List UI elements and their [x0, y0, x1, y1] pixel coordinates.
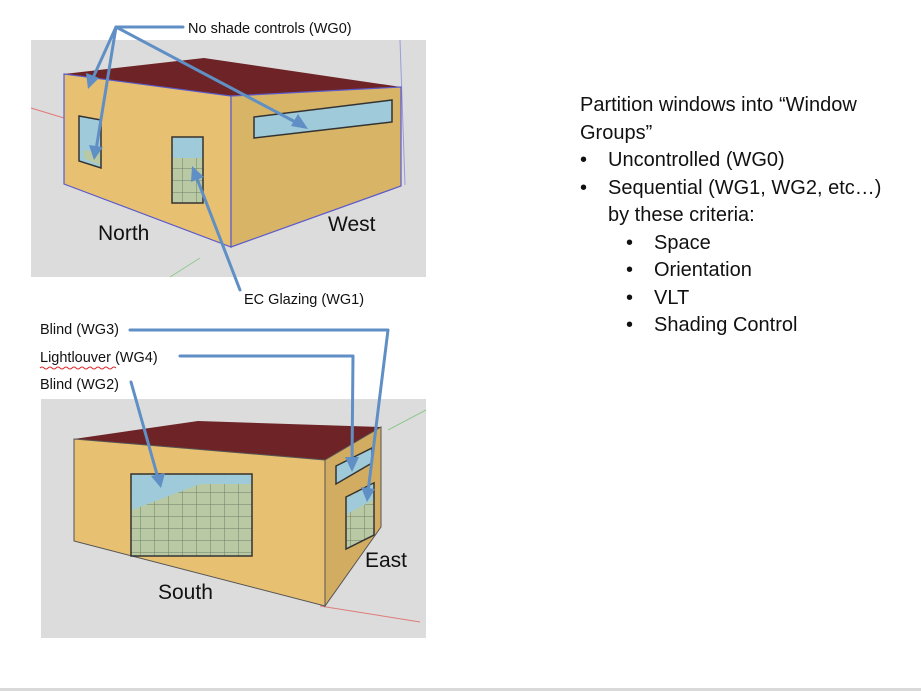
list-item-criteria-intro: by these criteria:	[608, 204, 755, 226]
bottom-building-view: South East	[41, 399, 427, 638]
west-clerestory-window	[253, 99, 393, 139]
north-window-center-glass	[173, 138, 202, 158]
axis-green-bottom	[387, 409, 427, 431]
criteria-item-vlt: VLT	[580, 285, 910, 313]
axis-green	[169, 257, 201, 278]
panel-title: Partition windows into “Window Groups”	[580, 94, 857, 144]
facade-label-east: East	[365, 549, 407, 572]
arrowhead-north-window	[89, 145, 103, 160]
arrowhead-east-lower	[361, 487, 375, 502]
axis-red	[30, 107, 65, 119]
spellcheck-underline	[39, 366, 117, 370]
window-groups-panel: Partition windows into “Window Groups” U…	[580, 92, 910, 340]
group-type-list: Uncontrolled (WG0) Sequential (WG1, WG2,…	[580, 147, 910, 340]
list-item-sequential: Sequential (WG1, WG2, etc…)	[580, 175, 910, 203]
leader-no-shade-to-roof	[90, 25, 118, 82]
criteria-item-space: Space	[580, 230, 910, 258]
bottom-roof	[74, 421, 381, 460]
axis-blue	[399, 39, 406, 186]
axis-red-bottom	[319, 605, 421, 623]
callout-lightlouver-wg4: Lightlouver (WG4)	[40, 350, 158, 366]
callout-no-shade: No shade controls (WG0)	[188, 21, 352, 37]
callout-ec-glazing: EC Glazing (WG1)	[244, 292, 364, 308]
facade-label-west: West	[328, 213, 376, 236]
callout-leaders	[86, 25, 390, 502]
leader-no-shade-to-north-window	[94, 25, 118, 152]
leader-blind-wg3	[128, 328, 390, 494]
list-item-uncontrolled: Uncontrolled (WG0)	[580, 147, 910, 175]
top-building-view: North West	[30, 39, 426, 278]
facade-label-north: North	[98, 222, 149, 245]
arrowhead-ec-window	[191, 166, 204, 182]
leader-blind-wg2	[129, 380, 160, 480]
arrowhead-roof	[86, 73, 99, 89]
arrowhead-west-window	[291, 114, 308, 129]
leader-ec-glazing	[194, 174, 242, 292]
callout-blind-wg2: Blind (WG2)	[40, 377, 119, 393]
slide-bottom-border	[0, 688, 921, 691]
arrowhead-east-upper	[345, 457, 359, 472]
arrowhead-south-window	[151, 473, 165, 488]
leader-lightlouver-wg4	[178, 354, 355, 464]
callout-blind-wg3: Blind (WG3)	[40, 322, 119, 338]
criteria-item-orientation: Orientation	[580, 257, 910, 285]
criteria-item-shading-control: Shading Control	[580, 312, 910, 340]
facade-label-south: South	[158, 581, 213, 604]
top-roof	[64, 58, 401, 96]
